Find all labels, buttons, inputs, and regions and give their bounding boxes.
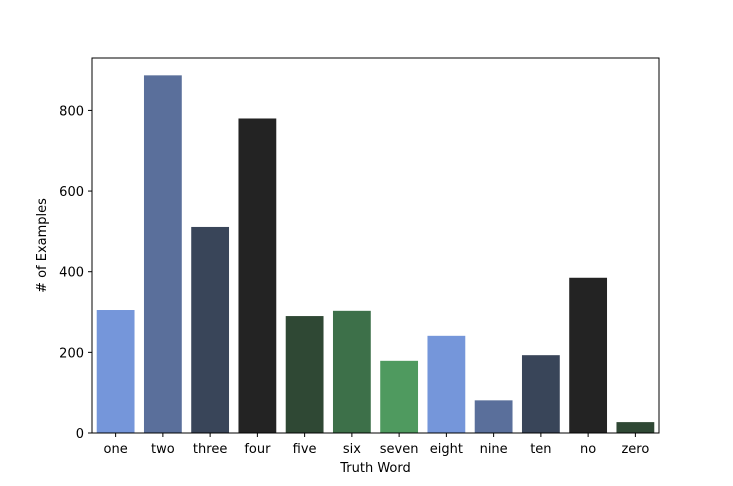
x-tick-label-ten: ten bbox=[530, 442, 551, 457]
x-tick-label-eight: eight bbox=[430, 442, 463, 457]
bar-ten bbox=[521, 355, 560, 433]
x-tick-label-three: three bbox=[193, 442, 227, 457]
bar-five bbox=[285, 316, 324, 433]
bar-one bbox=[96, 310, 135, 433]
x-tick-label-two: two bbox=[151, 442, 175, 457]
y-axis: 0 200 400 600 800 bbox=[59, 104, 92, 442]
y-tick-label-800: 800 bbox=[59, 104, 84, 119]
x-axis: one two three four five six seven eight nine ten n… bbox=[104, 433, 649, 457]
bar-no bbox=[569, 277, 608, 433]
x-tick-label-one: one bbox=[104, 442, 128, 457]
y-tick-label-0: 0 bbox=[76, 427, 84, 442]
y-tick-label-200: 200 bbox=[59, 346, 84, 361]
y-axis-label: # of Examples bbox=[35, 198, 50, 293]
x-tick-label-six: six bbox=[343, 442, 361, 457]
bar-three bbox=[191, 226, 230, 433]
bar-six bbox=[332, 310, 371, 433]
y-tick-label-400: 400 bbox=[59, 266, 84, 281]
x-tick-label-four: four bbox=[244, 442, 271, 457]
x-tick-label-no: no bbox=[580, 442, 596, 457]
bar-four bbox=[238, 118, 277, 433]
bar-nine bbox=[474, 400, 513, 433]
bar-seven bbox=[380, 360, 419, 433]
bar-two bbox=[143, 75, 182, 433]
bar-eight bbox=[427, 335, 466, 433]
plot-frame bbox=[91, 57, 660, 434]
x-tick-label-nine: nine bbox=[480, 442, 508, 457]
y-tick-label-600: 600 bbox=[59, 185, 84, 200]
bars-group bbox=[96, 75, 655, 433]
x-tick-label-zero: zero bbox=[621, 442, 649, 457]
x-tick-label-five: five bbox=[293, 442, 317, 457]
bar-zero bbox=[616, 422, 655, 433]
x-tick-label-seven: seven bbox=[380, 442, 419, 457]
x-axis-label: Truth Word bbox=[339, 461, 411, 476]
